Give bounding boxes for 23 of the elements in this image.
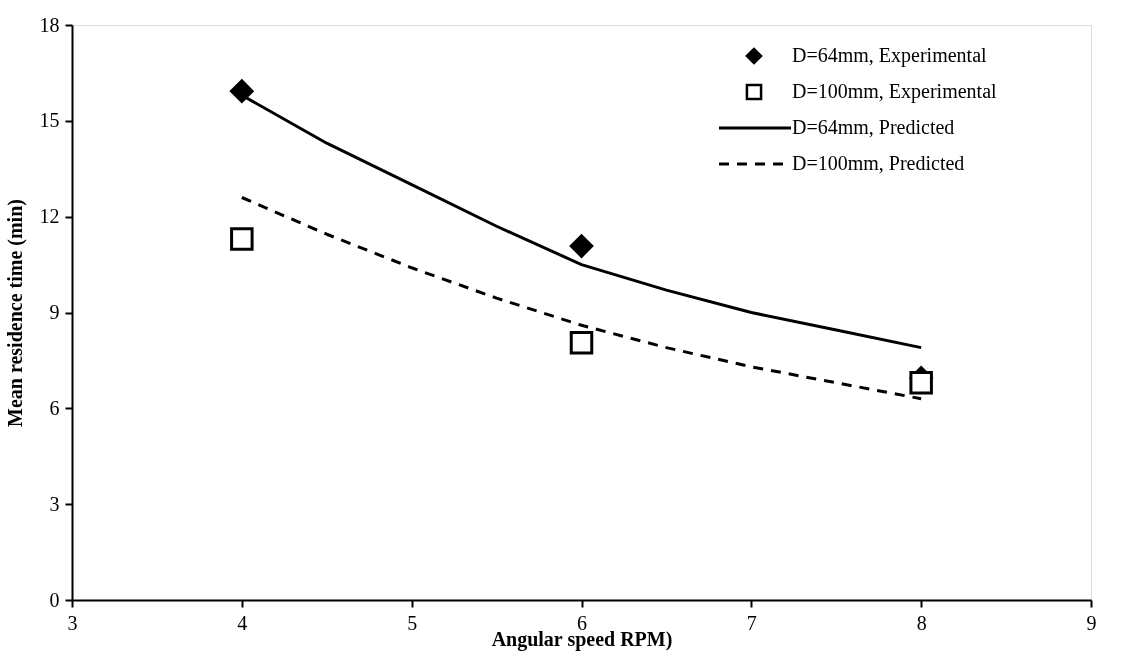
legend-label: D=64mm, Predicted	[792, 116, 955, 138]
legend-label: D=100mm, Predicted	[792, 152, 965, 174]
y-tick-label: 0	[49, 588, 60, 611]
x-tick-label: 8	[916, 611, 927, 634]
y-axis-title: Mean residence time (min)	[3, 199, 27, 427]
point	[569, 331, 594, 355]
y-tick-label: 3	[49, 492, 60, 515]
y-tick-label: 6	[49, 396, 60, 419]
y-tick-label: 12	[39, 205, 60, 228]
legend-label: D=100mm, Experimental	[792, 80, 998, 103]
point	[569, 234, 594, 258]
legend-label: D=64mm, Experimental	[792, 44, 988, 67]
x-tick-label: 7	[746, 611, 757, 634]
x-tick-label: 9	[1086, 611, 1097, 634]
y-tick-label: 18	[39, 13, 60, 36]
x-tick-label: 5	[407, 611, 418, 634]
x-tick-label: 4	[237, 611, 248, 634]
y-tick-label: 9	[49, 301, 60, 323]
point	[230, 227, 254, 251]
x-tick-label: 3	[67, 611, 78, 634]
point	[230, 79, 254, 103]
y-tick-label: 15	[39, 109, 60, 132]
point	[909, 371, 933, 395]
